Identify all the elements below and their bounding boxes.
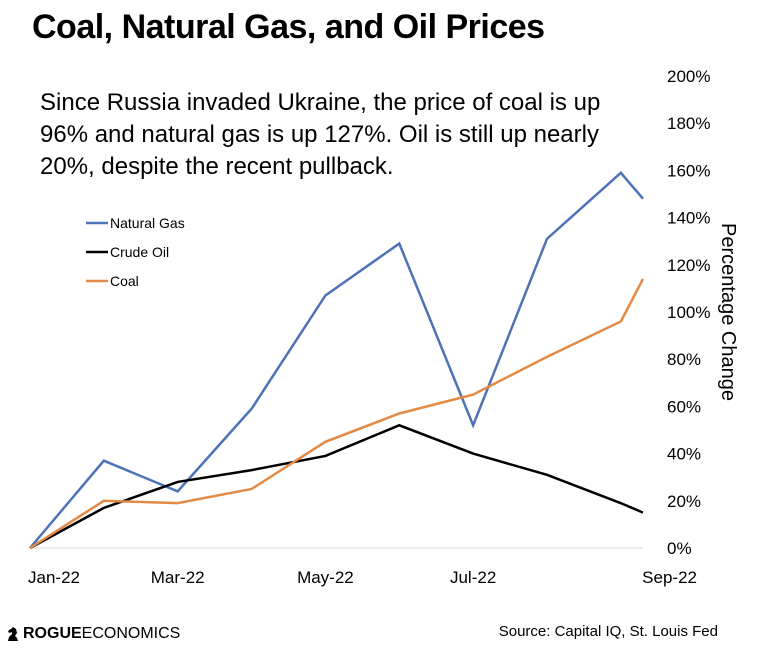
y-tick-label: 100%	[667, 303, 710, 322]
y-tick-label: 200%	[667, 67, 710, 86]
series-line-crude-oil	[29, 423, 644, 550]
y-tick-label: 40%	[667, 445, 701, 464]
y-tick-label: 140%	[667, 209, 710, 228]
logo-brand-subtext: ECONOMICS	[81, 625, 181, 642]
x-tick-label: Jul-22	[450, 568, 496, 587]
y-tick-label: 120%	[667, 256, 710, 275]
chart-title: Coal, Natural Gas, and Oil Prices	[32, 8, 545, 46]
x-tick-label: May-22	[297, 568, 354, 587]
y-axis-title: Percentage Change	[717, 223, 739, 401]
y-tick-label: 160%	[667, 161, 710, 180]
legend-label-coal: Coal	[110, 273, 139, 289]
y-tick-label: 0%	[667, 539, 692, 558]
rogue-economics-logo: ROGUE ECONOMICS	[6, 625, 180, 643]
x-tick-label: Jan-22	[28, 568, 80, 587]
series-line-coal	[29, 278, 645, 550]
legend-label-natural-gas: Natural Gas	[110, 215, 185, 231]
legend-label-crude-oil: Crude Oil	[110, 244, 169, 260]
series-line-natural-gas	[29, 170, 644, 549]
y-tick-label: 180%	[667, 114, 710, 133]
x-tick-label: Sep-22	[642, 568, 697, 587]
y-tick-label: 80%	[667, 350, 701, 369]
y-tick-label: 60%	[667, 397, 701, 416]
chess-knight-icon	[8, 627, 18, 641]
x-tick-label: Mar-22	[151, 568, 205, 587]
logo-brand-text: ROGUE	[23, 625, 82, 642]
y-tick-label: 20%	[667, 492, 701, 511]
chart-subtitle: Since Russia invaded Ukraine, the price …	[40, 89, 601, 180]
source-note: Source: Capital IQ, St. Louis Fed	[498, 623, 718, 640]
